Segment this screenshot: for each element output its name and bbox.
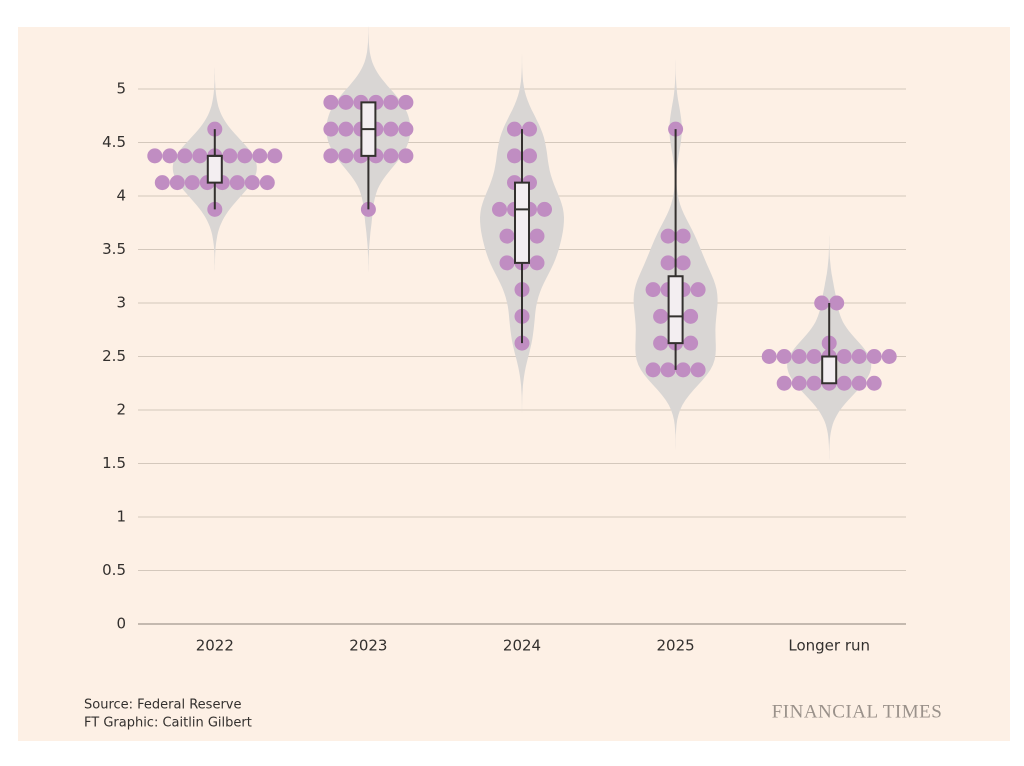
dot: [222, 148, 238, 164]
credit: FT Graphic: Caitlin Gilbert: [84, 716, 252, 731]
dot: [645, 362, 661, 378]
dot: [154, 175, 170, 191]
x-tick-label: 2025: [657, 637, 695, 655]
dot: [645, 282, 661, 298]
dot: [162, 148, 178, 164]
y-tick-label: 3.5: [102, 240, 126, 258]
box: [514, 181, 530, 264]
dot: [323, 94, 339, 110]
box: [206, 154, 223, 184]
dot: [323, 148, 339, 164]
dot: [653, 308, 669, 324]
dot: [252, 148, 268, 164]
x-tick-label: 2023: [349, 637, 387, 655]
y-tick-label: 2: [116, 401, 126, 419]
dot: [492, 201, 507, 217]
y-tick-label: 2.5: [102, 347, 126, 365]
dot: [507, 121, 522, 137]
dot: [851, 349, 867, 364]
dot: [323, 121, 339, 137]
dot: [675, 255, 691, 271]
y-tick-label: 0: [116, 615, 126, 633]
x-tick-label: 2024: [503, 637, 541, 655]
dot: [761, 349, 777, 364]
dot: [683, 308, 699, 324]
dot: [814, 295, 830, 311]
dot: [267, 148, 283, 164]
brand: FINANCIAL TIMES: [772, 701, 943, 722]
dot: [522, 148, 537, 164]
dot: [338, 94, 354, 110]
y-tick-label: 5: [116, 80, 126, 98]
y-tick-label: 0.5: [102, 561, 126, 579]
y-tick-label: 1.5: [102, 454, 126, 472]
dot: [383, 94, 399, 110]
dot: [177, 148, 193, 164]
dot: [836, 375, 852, 391]
dot: [398, 148, 414, 164]
dot: [776, 349, 792, 364]
dot: [791, 375, 807, 391]
dot: [529, 228, 545, 244]
dot: [660, 228, 676, 244]
source: Source: Federal Reserve: [84, 698, 242, 713]
dot: [169, 175, 185, 191]
dot: [398, 94, 414, 110]
dot: [660, 362, 676, 378]
dot: [851, 375, 867, 391]
dot: [675, 362, 691, 378]
dot: [683, 335, 699, 351]
dot: [806, 349, 822, 364]
dot: [147, 148, 163, 164]
box: [667, 275, 684, 345]
dot: [791, 349, 807, 364]
y-tick-label: 4.5: [102, 133, 126, 151]
dot: [866, 349, 882, 364]
dot: [229, 175, 245, 191]
dot: [237, 148, 253, 164]
dot: [529, 255, 545, 271]
dot: [690, 362, 706, 378]
dot: [806, 375, 822, 391]
dot: [244, 175, 260, 191]
dot: [522, 121, 537, 137]
dot: [338, 148, 354, 164]
dot: [881, 349, 897, 364]
dot: [653, 335, 669, 351]
dot: [383, 148, 399, 164]
dot: [537, 201, 552, 217]
dot: [866, 375, 882, 391]
box: [821, 355, 838, 385]
dot: [383, 121, 399, 137]
dot: [507, 148, 522, 164]
dot: [776, 375, 792, 391]
dot: [259, 175, 275, 191]
dot: [675, 228, 691, 244]
dot: [836, 349, 852, 364]
dot: [184, 175, 200, 191]
dot: [499, 228, 515, 244]
dot: [338, 121, 354, 137]
dot: [660, 255, 676, 271]
dot: [192, 148, 208, 164]
y-tick-label: 1: [116, 508, 126, 526]
x-tick-label: 2022: [196, 637, 234, 655]
dot: [690, 282, 706, 298]
y-tick-label: 3: [116, 294, 126, 312]
x-tick-label: Longer run: [788, 637, 870, 655]
dot: [829, 295, 845, 311]
dot: [499, 255, 515, 271]
dot: [398, 121, 414, 137]
y-tick-label: 4: [116, 187, 126, 205]
